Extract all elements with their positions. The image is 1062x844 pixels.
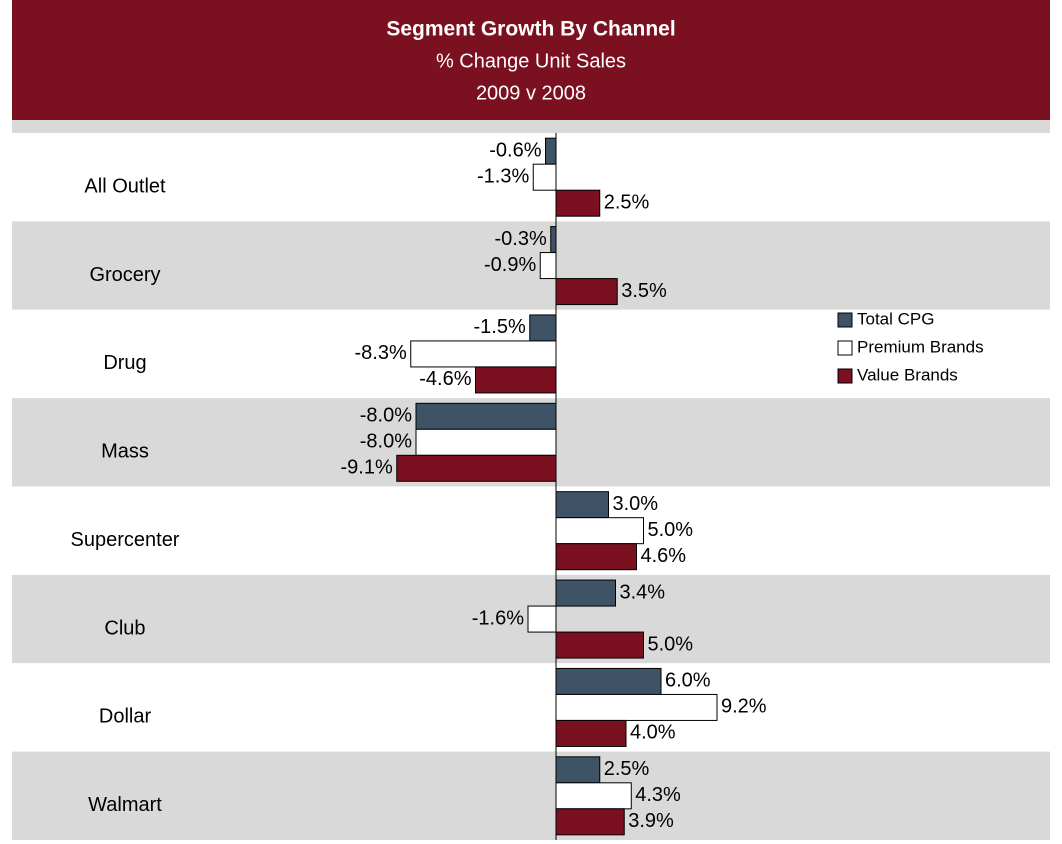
category-label: Mass: [101, 441, 149, 463]
data-label: 5.0%: [648, 633, 694, 655]
row-band: [12, 221, 1050, 310]
chart-title: Segment Growth By Channel: [386, 18, 675, 41]
legend-label: Premium Brands: [857, 337, 984, 356]
bar: [532, 163, 557, 191]
category-label: Grocery: [89, 264, 160, 286]
category-label: Drug: [103, 352, 146, 374]
bar: [415, 402, 557, 430]
bar: [555, 189, 601, 217]
bar: [555, 693, 718, 721]
legend-label: Value Brands: [857, 365, 958, 384]
legend-swatch: [837, 312, 853, 328]
row-band: [12, 133, 1050, 222]
bar: [410, 340, 557, 368]
legend-label: Total CPG: [857, 309, 934, 328]
bar: [555, 667, 662, 695]
data-label: 6.0%: [665, 670, 711, 692]
row-band: [12, 486, 1050, 575]
bar: [555, 517, 644, 545]
category-label: Supercenter: [71, 529, 180, 551]
bar: [415, 428, 557, 456]
category-label: All Outlet: [84, 175, 166, 197]
data-label: 3.5%: [621, 280, 667, 302]
bar: [550, 226, 557, 254]
bar: [527, 605, 557, 633]
data-label: -0.3%: [495, 228, 547, 250]
category-label: Walmart: [88, 794, 162, 816]
bar: [555, 808, 625, 836]
bar: [396, 454, 557, 482]
bar: [529, 314, 557, 342]
data-label: -1.6%: [472, 607, 524, 629]
data-label: -0.6%: [489, 139, 541, 161]
bar: [539, 252, 557, 280]
data-label: 4.0%: [630, 722, 676, 744]
data-label: 3.9%: [628, 810, 674, 832]
legend-swatch: [837, 368, 853, 384]
data-label: 2.5%: [604, 758, 650, 780]
chart-subtitle: 2009 v 2008: [476, 82, 586, 104]
category-label: Club: [104, 617, 145, 639]
bar: [555, 543, 637, 571]
data-label: 3.0%: [613, 493, 659, 515]
data-label: -8.0%: [360, 431, 412, 453]
bar: [475, 366, 557, 394]
data-label: -4.6%: [419, 368, 471, 390]
bar: [555, 278, 618, 306]
row-band: [12, 120, 1050, 133]
bar: [545, 137, 557, 165]
data-label: -9.1%: [341, 457, 393, 479]
data-label: 4.6%: [641, 545, 687, 567]
bar: [555, 719, 627, 747]
bar: [555, 631, 644, 659]
data-label: 9.2%: [721, 696, 767, 718]
data-label: -8.3%: [355, 342, 407, 364]
data-label: -1.5%: [474, 316, 526, 338]
bar: [555, 782, 632, 810]
bar: [555, 579, 616, 607]
data-label: 2.5%: [604, 191, 650, 213]
chart-subtitle: % Change Unit Sales: [436, 50, 626, 72]
data-label: 3.4%: [620, 581, 666, 603]
bar: [555, 756, 601, 784]
row-band: [12, 663, 1050, 752]
category-label: Dollar: [99, 706, 152, 728]
data-label: 4.3%: [635, 784, 681, 806]
data-label: 5.0%: [648, 519, 694, 541]
legend-swatch: [837, 340, 853, 356]
data-label: -8.0%: [360, 405, 412, 427]
data-label: -1.3%: [477, 165, 529, 187]
header-band: [12, 0, 1050, 120]
bar: [555, 491, 609, 519]
row-band: [12, 751, 1050, 840]
data-label: -0.9%: [484, 254, 536, 276]
